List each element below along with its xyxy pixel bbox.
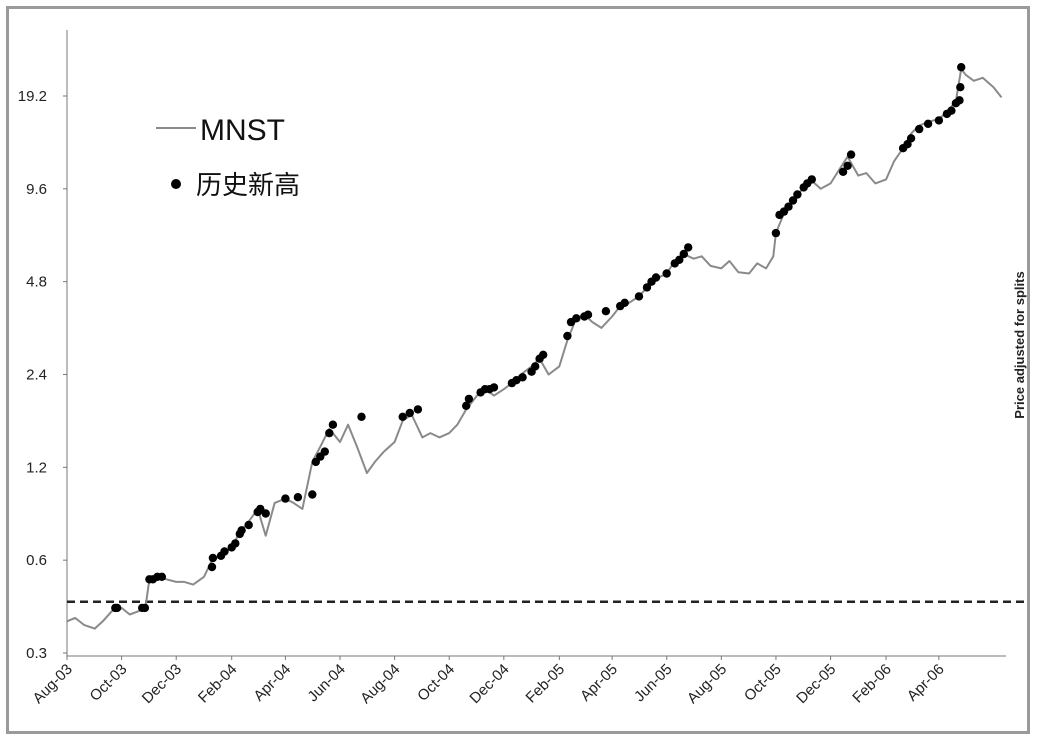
- legend-label-new-high: 历史新高: [196, 171, 300, 201]
- all-time-high-point: [157, 572, 167, 581]
- legend-label-mnst: MNST: [200, 114, 285, 147]
- all-time-high-point: [244, 520, 253, 530]
- all-time-high-point: [679, 249, 688, 259]
- x-tick-label: Feb-06: [849, 661, 895, 707]
- all-time-high-point: [675, 255, 684, 264]
- x-tick-label: Dec-05: [793, 661, 839, 707]
- all-time-high-point: [843, 161, 852, 170]
- all-time-high-point: [308, 490, 317, 499]
- x-tick-label: Oct-03: [87, 661, 131, 705]
- y-axis: 0.3 0.6 1.2 2.4 4.8 9.6 19.2: [18, 30, 68, 662]
- all-time-high-point: [112, 603, 122, 613]
- all-time-high-point: [320, 447, 329, 456]
- all-time-high-markers: [111, 62, 966, 613]
- x-tick-label: Aug-04: [357, 661, 403, 707]
- all-time-high-point: [957, 62, 966, 72]
- x-tick-label: Feb-05: [523, 661, 569, 707]
- all-time-high-point: [539, 350, 548, 359]
- mnst-series: [66, 67, 1003, 630]
- all-time-high-point: [220, 547, 229, 556]
- all-time-high-point: [956, 83, 965, 92]
- all-time-high-point: [293, 493, 303, 502]
- legend: MNST 历史新高: [156, 114, 300, 201]
- x-tick-label: Aug-03: [30, 661, 76, 707]
- x-tick-label: Feb-04: [195, 661, 241, 707]
- all-time-high-point: [207, 562, 217, 572]
- y-tick-label: 0.3: [26, 645, 47, 662]
- all-time-high-point: [838, 167, 848, 176]
- all-time-high-point: [684, 243, 693, 252]
- all-time-high-point: [846, 150, 856, 159]
- all-time-high-point: [771, 228, 781, 238]
- all-time-high-point: [237, 526, 246, 535]
- all-time-high-point: [398, 412, 407, 421]
- y-tick-label: 1.2: [26, 459, 47, 476]
- all-time-high-point: [934, 116, 944, 125]
- all-time-high-point: [620, 298, 629, 307]
- x-tick-label: Jun-05: [631, 661, 675, 705]
- all-time-high-point: [325, 428, 334, 438]
- all-time-high-point: [572, 314, 581, 323]
- x-tick-label: Oct-04: [414, 661, 458, 705]
- all-time-high-point: [231, 539, 240, 548]
- all-time-high-point: [634, 292, 644, 301]
- x-axis: Aug-03 Oct-03 Dec-03 Feb-04 Apr-04 Jun-04 Aug-…: [30, 655, 1006, 707]
- all-time-high-point: [140, 603, 150, 613]
- all-time-high-point: [955, 96, 964, 105]
- all-time-high-point: [518, 373, 527, 382]
- all-time-high-point: [793, 190, 802, 199]
- all-time-high-point: [281, 494, 290, 503]
- x-tick-label: Jun-04: [304, 661, 348, 705]
- all-time-high-point: [405, 408, 414, 418]
- all-time-high-point: [642, 283, 652, 292]
- y-tick-label: 0.6: [26, 552, 47, 569]
- all-time-high-point: [357, 412, 366, 421]
- all-time-high-point: [662, 269, 671, 278]
- all-time-high-point: [906, 134, 916, 143]
- all-time-high-point: [651, 273, 661, 282]
- x-tick-label: Apr-04: [250, 661, 294, 705]
- all-time-high-point: [923, 119, 933, 128]
- legend-marker-swatch: [171, 179, 181, 189]
- all-time-high-point: [464, 394, 474, 404]
- x-tick-label: Apr-05: [577, 661, 621, 705]
- all-time-high-point: [784, 202, 793, 211]
- all-time-high-point: [531, 362, 540, 371]
- y-tick-label: 9.6: [26, 181, 47, 198]
- all-time-high-point: [328, 420, 338, 429]
- x-tick-label: Apr-06: [904, 661, 948, 705]
- x-tick-label: Aug-05: [684, 661, 730, 707]
- all-time-high-point: [261, 509, 270, 518]
- y-tick-label: 19.2: [18, 88, 47, 105]
- y-tick-label: 4.8: [26, 274, 47, 291]
- all-time-high-point: [489, 383, 499, 392]
- x-tick-label: Dec-03: [139, 661, 185, 707]
- mnst-price-line: [66, 67, 1003, 630]
- all-time-high-point: [807, 175, 816, 184]
- all-time-high-point: [583, 310, 593, 319]
- all-time-high-point: [915, 124, 924, 134]
- all-time-high-point: [788, 196, 798, 205]
- x-tick-label: Oct-05: [741, 661, 785, 705]
- y-tick-label: 2.4: [26, 367, 47, 384]
- all-time-high-point: [563, 331, 572, 341]
- all-time-high-point: [601, 307, 611, 316]
- all-time-high-point: [208, 553, 218, 563]
- all-time-high-point: [413, 405, 423, 414]
- all-time-high-point: [462, 401, 471, 410]
- x-tick-label: Dec-04: [466, 661, 512, 707]
- all-time-high-point: [947, 106, 956, 115]
- side-note: Price adjusted for splits: [1012, 271, 1027, 418]
